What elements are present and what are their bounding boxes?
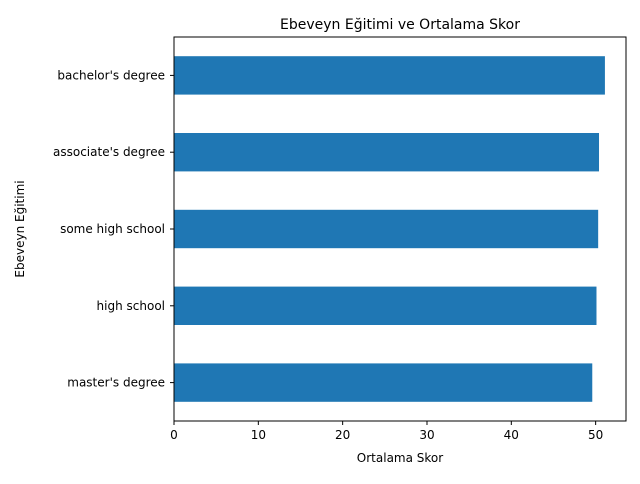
- y-tick-label-1: high school: [97, 299, 165, 313]
- bar-4: [174, 56, 605, 95]
- y-tick-label-4: bachelor's degree: [57, 68, 165, 82]
- axes-frame: [173, 36, 627, 422]
- x-axis-label: Ortalama Skor: [357, 451, 443, 465]
- chart-title: Ebeveyn Eğitimi ve Ortalama Skor: [280, 17, 520, 33]
- bar-3: [174, 133, 600, 172]
- x-tick-label-4: 40: [504, 428, 519, 442]
- bar-2: [174, 209, 599, 249]
- bar-0: [174, 363, 593, 402]
- bar-1: [174, 286, 597, 325]
- x-tick-label-3: 30: [419, 428, 434, 442]
- y-tick-label-2: some high school: [60, 222, 165, 236]
- y-axis-ticks: master's degree high school some high scho…: [53, 68, 174, 390]
- x-axis-ticks: 0 10 20 30 40 50: [170, 421, 603, 442]
- x-tick-label-2: 20: [335, 428, 350, 442]
- y-axis-label: Ebeveyn Eğitimi: [13, 180, 27, 277]
- y-tick-label-0: master's degree: [67, 376, 165, 390]
- y-tick-label-3: associate's degree: [53, 145, 165, 159]
- x-tick-label-5: 50: [588, 428, 603, 442]
- x-tick-label-1: 10: [251, 428, 266, 442]
- bars-layer: [174, 56, 605, 402]
- x-tick-label-0: 0: [170, 428, 178, 442]
